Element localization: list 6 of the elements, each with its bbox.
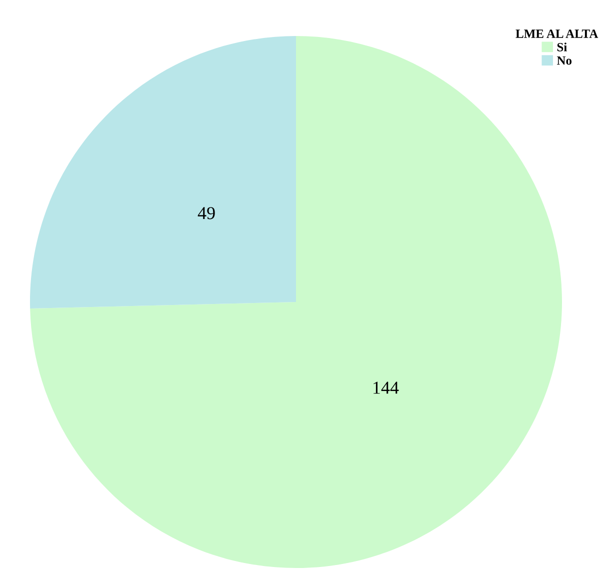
legend-label: No <box>556 56 572 65</box>
pie-slice <box>30 36 296 308</box>
data-label: 144 <box>374 382 399 394</box>
legend-title: LME AL ALTA <box>516 30 598 38</box>
legend-label: Si <box>557 42 567 52</box>
data-label: 49 <box>198 207 215 220</box>
